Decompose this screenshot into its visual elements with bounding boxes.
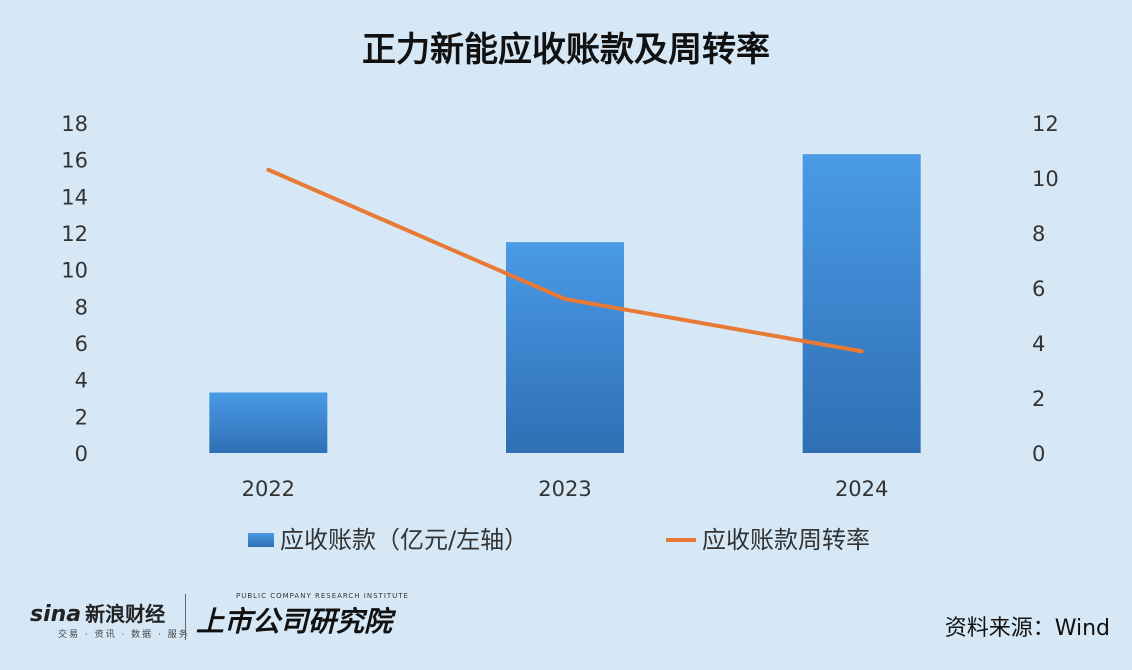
- x-tick-label: 2023: [538, 477, 591, 501]
- line-point-2024: [859, 349, 864, 354]
- y-left-tick-label: 14: [61, 185, 88, 209]
- line-series: [266, 167, 864, 354]
- sina-tagline: 交易 · 资讯 · 数据 · 服务: [58, 630, 190, 640]
- y-left-tick-label: 16: [61, 149, 88, 173]
- x-tick-label: 2022: [242, 477, 295, 501]
- bar-series: [209, 154, 921, 453]
- research-institute-logo: PUBLIC COMPANY RESEARCH INSTITUTE 上市公司研究…: [196, 592, 409, 640]
- y-right-tick-label: 10: [1032, 167, 1059, 191]
- y-right-tick-label: 6: [1032, 277, 1045, 301]
- line-point-2023: [563, 297, 567, 301]
- y-left-tick-label: 2: [75, 405, 88, 429]
- bar-2022: [209, 392, 328, 453]
- legend: 应收账款（亿元/左轴） 应收账款周转率: [248, 526, 870, 554]
- sina-brand: sina: [30, 602, 82, 627]
- y-right-tick-label: 2: [1032, 387, 1045, 411]
- sina-finance-logo: sina 新浪财经 交易 · 资讯 · 数据 · 服务: [30, 598, 190, 640]
- y-left-tick-label: 4: [75, 369, 88, 393]
- y-left-tick-label: 10: [61, 259, 88, 283]
- y-left-tick-label: 8: [75, 295, 88, 319]
- y-right-tick-label: 0: [1032, 442, 1045, 466]
- y-left-tick-label: 0: [75, 442, 88, 466]
- legend-bar-label: 应收账款（亿元/左轴）: [280, 526, 528, 554]
- y-right-tick-label: 8: [1032, 222, 1045, 246]
- sina-cn-name: 新浪财经: [85, 602, 166, 626]
- y-right-tick-label: 12: [1032, 112, 1059, 136]
- bar-2024: [802, 154, 921, 453]
- x-axis: 2022 2023 2024: [242, 477, 889, 501]
- y-left-tick-label: 12: [61, 222, 88, 246]
- y-axis-right: 0 2 4 6 8 10 12: [1032, 112, 1059, 466]
- chart-title: 正力新能应收账款及周转率: [362, 30, 770, 70]
- legend-line-label: 应收账款周转率: [702, 526, 870, 554]
- y-left-tick-label: 6: [75, 332, 88, 356]
- logo-divider: [185, 594, 186, 640]
- bar-2023: [506, 242, 624, 453]
- legend-bar-swatch: [248, 533, 274, 547]
- data-source: 资料来源：Wind: [944, 616, 1110, 641]
- y-right-tick-label: 4: [1032, 332, 1045, 356]
- x-tick-label: 2024: [835, 477, 888, 501]
- line-point-2022: [266, 167, 271, 172]
- y-left-tick-label: 18: [61, 112, 88, 136]
- institute-en-name: PUBLIC COMPANY RESEARCH INSTITUTE: [236, 592, 409, 600]
- institute-cn-name: 上市公司研究院: [196, 605, 393, 638]
- y-axis-left: 0 2 4 6 8 10 12 14 16 18: [61, 112, 88, 466]
